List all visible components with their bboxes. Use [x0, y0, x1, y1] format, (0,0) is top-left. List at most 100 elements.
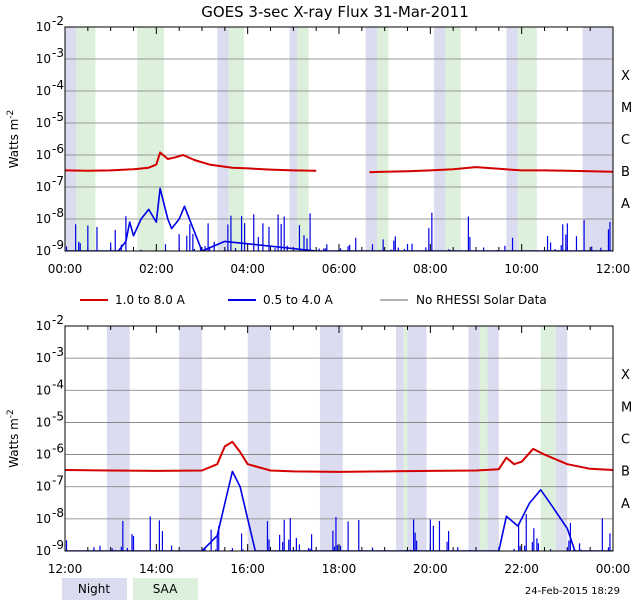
- bottom-panel: 10-910-810-710-610-510-410-310 -212:00 14:…: [6, 313, 632, 576]
- flare-class-label: B: [621, 165, 630, 180]
- x-tick-label: 18:00: [322, 562, 357, 576]
- saa-band: [517, 27, 537, 251]
- y-tick-exponent: -8: [52, 506, 64, 520]
- y-tick-label: 10: [36, 448, 51, 462]
- night-band: [468, 326, 480, 551]
- x-tick-label: 12:00: [596, 262, 631, 276]
- y-tick-label: 10: [36, 116, 51, 130]
- plot-frame: [64, 26, 614, 252]
- top-panel: 10-910-810-710-610-510-410-310 -200:00 02:…: [6, 14, 632, 276]
- x-tick-label: 04:00: [230, 262, 265, 276]
- night-band: [289, 27, 298, 251]
- y-tick-label: 10: [36, 512, 51, 526]
- y-tick-label: 10: [36, 544, 51, 558]
- long-series-line: [369, 166, 613, 174]
- night-band: [217, 27, 229, 251]
- y-tick-label: 10: [36, 480, 51, 494]
- night-band: [506, 27, 518, 251]
- saa-band: [403, 326, 408, 551]
- y-tick-exponent: -3: [52, 345, 64, 359]
- flare-class-label: X: [621, 368, 630, 383]
- y-tick-exponent: -9: [52, 238, 64, 252]
- y-tick-label: 10: [36, 52, 51, 66]
- y-tick-label: 10: [36, 212, 51, 226]
- y-tick-exponent: -2: [52, 14, 64, 28]
- night-band: [396, 326, 404, 551]
- night-band: [555, 326, 568, 551]
- y-tick-label: 10: [36, 415, 51, 429]
- plot-frame: [64, 325, 614, 552]
- flare-class-label: B: [621, 465, 630, 480]
- night-band: [179, 326, 202, 551]
- saa-band: [377, 27, 389, 251]
- y-axis-label: Watts m-2: [6, 409, 21, 468]
- y-tick-exponent: -6: [52, 442, 64, 456]
- y-tick-exponent: -7: [52, 174, 64, 188]
- legend-night-label: Night: [78, 582, 111, 596]
- x-tick-label: 20:00: [413, 562, 448, 576]
- x-tick-label: 10:00: [504, 262, 539, 276]
- y-tick-label: 10: [36, 180, 51, 194]
- legend-short-label: 0.5 to 4.0 A: [263, 293, 334, 307]
- x-tick-label: 00:00: [596, 562, 631, 576]
- legend-night-swatch: [62, 578, 127, 600]
- y-tick-label: 10: [36, 319, 51, 333]
- flare-class-label: C: [621, 433, 630, 448]
- x-tick-label: 16:00: [230, 562, 265, 576]
- y-tick-label: 10: [36, 351, 51, 365]
- y-tick-exponent: -5: [52, 409, 64, 423]
- x-tick-label: 12:00: [48, 562, 83, 576]
- y-tick-exponent: -9: [52, 538, 64, 552]
- flare-class-label: A: [621, 197, 630, 212]
- long-series-line: [65, 440, 613, 473]
- saa-band: [479, 326, 488, 551]
- saa-band: [297, 27, 309, 251]
- night-band: [407, 326, 427, 551]
- x-tick-label: 22:00: [504, 562, 539, 576]
- saa-band: [228, 27, 244, 251]
- x-tick-label: 08:00: [413, 262, 448, 276]
- night-band: [65, 27, 77, 251]
- night-band: [365, 27, 378, 251]
- saa-band: [137, 27, 164, 251]
- y-tick-label: 10: [36, 244, 51, 258]
- y-tick-exponent: -4: [52, 377, 64, 391]
- saa-band: [445, 27, 461, 251]
- x-tick-label: 02:00: [139, 262, 174, 276]
- flare-class-label: M: [621, 400, 632, 415]
- legend-norhessi-label: No RHESSI Solar Data: [416, 293, 547, 307]
- night-band: [106, 326, 130, 551]
- night-band: [319, 326, 343, 551]
- night-band: [434, 27, 446, 251]
- x-tick-label: 14:00: [139, 562, 174, 576]
- y-tick-exponent: -4: [52, 78, 64, 92]
- y-tick-exponent: -8: [52, 206, 64, 220]
- y-tick-label: 10: [36, 84, 51, 98]
- y-tick-label: 10: [36, 383, 51, 397]
- y-tick-exponent: -6: [52, 142, 64, 156]
- chart-title: GOES 3-sec X-ray Flux 31-Mar-2011: [201, 3, 469, 21]
- y-axis-label: Watts m-2: [6, 110, 21, 169]
- legend-shading: Night SAA: [62, 578, 198, 600]
- legend-saa-label: SAA: [153, 582, 178, 596]
- night-band: [487, 326, 499, 551]
- y-tick-exponent: -5: [52, 110, 64, 124]
- short-series-line: [65, 470, 613, 551]
- y-tick-exponent: -3: [52, 46, 64, 60]
- flare-class-label: M: [621, 101, 632, 116]
- night-band: [582, 27, 613, 251]
- night-band: [247, 326, 271, 551]
- flare-class-label: A: [621, 497, 630, 512]
- legend-long-label: 1.0 to 8.0 A: [115, 293, 186, 307]
- y-tick-exponent: -7: [52, 474, 64, 488]
- flare-class-label: C: [621, 133, 630, 148]
- legend-series: 1.0 to 8.0 A 0.5 to 4.0 A No RHESSI Sola…: [80, 293, 547, 307]
- y-tick-exponent: -2: [52, 313, 64, 327]
- flare-class-label: X: [621, 69, 630, 84]
- x-tick-label: 06:00: [322, 262, 357, 276]
- long-series-line: [65, 151, 317, 172]
- y-tick-label: 10: [36, 20, 51, 34]
- legend-saa-swatch: [133, 578, 198, 600]
- short-series-line: [65, 187, 613, 251]
